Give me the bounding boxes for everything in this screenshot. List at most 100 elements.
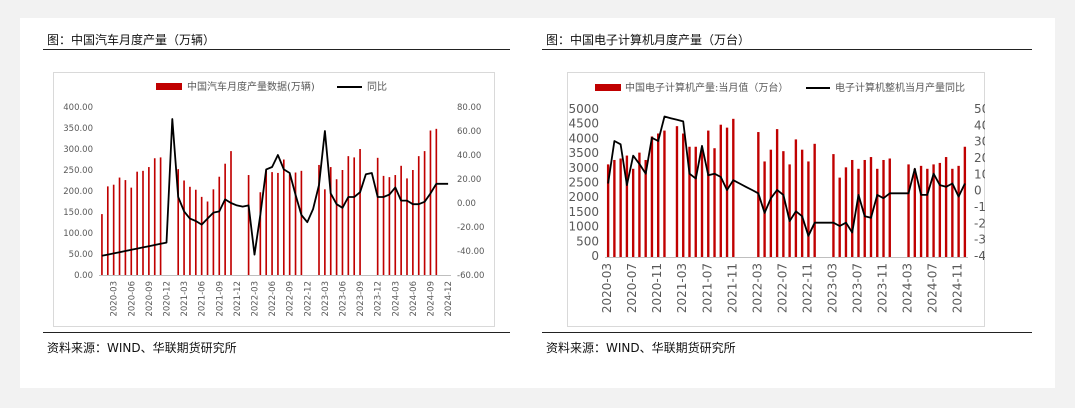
bar bbox=[347, 156, 350, 275]
y-tick-label: 4000 bbox=[568, 131, 599, 145]
x-tick-label: 2023-09 bbox=[356, 281, 366, 317]
y2-tick-label: -30 bbox=[974, 233, 985, 247]
x-tick-label: 2020-11 bbox=[650, 263, 664, 313]
y-tick-label: 1000 bbox=[568, 220, 599, 234]
legend-bar-label: 中国汽车月度产量数据(万辆) bbox=[187, 80, 315, 93]
y2-tick-label: 10 bbox=[974, 167, 985, 181]
bar bbox=[663, 130, 666, 257]
x-tick-label: 2021-11 bbox=[725, 263, 739, 313]
bar bbox=[869, 157, 873, 257]
bar bbox=[183, 180, 185, 275]
y2-tick-label: 20.00 bbox=[457, 175, 481, 185]
bar bbox=[650, 136, 654, 257]
bar bbox=[963, 146, 967, 257]
y-tick-label: 4500 bbox=[568, 117, 599, 131]
bar bbox=[807, 161, 810, 257]
divider-top-right bbox=[542, 49, 1032, 50]
bar bbox=[224, 163, 226, 275]
bar bbox=[417, 156, 420, 275]
computer-production-chart: 中国电子计算机产量:当月值（万台） 电子计算机整机当月产量同比 05001000… bbox=[567, 72, 985, 327]
bar bbox=[206, 201, 209, 275]
bar bbox=[376, 157, 379, 275]
bar bbox=[159, 157, 162, 275]
y-tick-label: 500 bbox=[576, 234, 599, 248]
y-tick-label: 150.00 bbox=[63, 208, 93, 218]
bar bbox=[394, 175, 397, 275]
x-tick-label: 2024-11 bbox=[951, 263, 965, 313]
y-tick-label: 3500 bbox=[568, 146, 599, 160]
x-tick-label: 2022-07 bbox=[775, 263, 789, 313]
y2-tick-label: 30 bbox=[974, 135, 985, 149]
y2-tick-label: 20 bbox=[974, 151, 985, 165]
bar bbox=[907, 164, 910, 257]
bar bbox=[857, 168, 860, 257]
y-tick-label: 2000 bbox=[568, 190, 599, 204]
legend-bar-label: 中国电子计算机产量:当月值（万台） bbox=[625, 81, 788, 94]
x-tick-label: 2024-09 bbox=[426, 281, 436, 317]
bar bbox=[288, 174, 291, 275]
y-tick-label: 3000 bbox=[568, 161, 599, 175]
x-tick-label: 2020-12 bbox=[162, 281, 172, 317]
bar bbox=[406, 178, 408, 275]
y-tick-label: 300.00 bbox=[63, 145, 93, 155]
bar bbox=[218, 176, 221, 275]
y2-tick-label: -20 bbox=[974, 216, 985, 230]
legend-line-label: 电子计算机整机当月产量同比 bbox=[835, 81, 965, 94]
bar bbox=[800, 149, 804, 257]
bar bbox=[769, 149, 773, 257]
yoy-line bbox=[101, 118, 449, 257]
bar bbox=[613, 159, 616, 257]
bar bbox=[353, 157, 356, 275]
x-tick-label: 2022-09 bbox=[286, 281, 296, 317]
y2-tick-label: 0.00 bbox=[457, 199, 476, 209]
y-tick-label: 5000 bbox=[568, 102, 599, 116]
bar bbox=[130, 187, 133, 275]
bar bbox=[788, 164, 791, 257]
bar bbox=[882, 159, 885, 257]
x-tick-label: 2020-06 bbox=[127, 281, 137, 317]
bar bbox=[189, 186, 191, 275]
y2-tick-label: -10 bbox=[974, 200, 985, 214]
bar bbox=[688, 146, 691, 257]
chart-title-right: 图：中国电子计算机月度产量（万台） bbox=[546, 33, 751, 47]
bar bbox=[400, 165, 402, 275]
bar bbox=[838, 177, 841, 257]
y2-tick-label: -20.00 bbox=[457, 223, 484, 233]
bar bbox=[230, 151, 232, 275]
x-tick-label: 2021-07 bbox=[700, 263, 714, 313]
bar bbox=[919, 165, 923, 257]
y-tick-label: 100.00 bbox=[63, 229, 93, 239]
bar bbox=[782, 151, 785, 257]
bar bbox=[713, 148, 716, 257]
bar bbox=[832, 154, 835, 257]
x-tick-label: 2022-12 bbox=[303, 281, 313, 317]
chart-frame bbox=[53, 72, 495, 327]
bar bbox=[329, 167, 332, 275]
y-tick-label: 400.00 bbox=[63, 103, 93, 113]
bar bbox=[682, 133, 685, 257]
y2-tick-label: 40.00 bbox=[457, 151, 481, 161]
bar bbox=[913, 168, 916, 257]
computer-plot-area: 0500100015002000250030003500400045005000… bbox=[568, 102, 985, 313]
bar bbox=[136, 171, 138, 275]
x-tick-label: 2022-06 bbox=[268, 281, 278, 317]
y2-tick-label: -40.00 bbox=[457, 247, 484, 257]
x-tick-label: 2024-12 bbox=[444, 281, 454, 317]
bar bbox=[625, 155, 629, 257]
bar bbox=[435, 128, 438, 275]
bar bbox=[277, 172, 279, 275]
x-tick-label: 2020-03 bbox=[110, 281, 120, 317]
bar bbox=[106, 186, 109, 275]
bar bbox=[423, 151, 426, 275]
bar bbox=[775, 129, 779, 257]
y-tick-label: 350.00 bbox=[63, 124, 93, 134]
bar bbox=[675, 126, 679, 257]
y-tick-label: 0 bbox=[591, 249, 599, 263]
divider-top-left bbox=[43, 49, 510, 50]
x-tick-label: 2023-03 bbox=[321, 281, 331, 317]
x-tick-label: 2023-06 bbox=[338, 281, 348, 317]
bar bbox=[876, 168, 879, 257]
y-tick-label: 250.00 bbox=[63, 166, 93, 176]
bar bbox=[606, 164, 610, 257]
y2-tick-label: 80.00 bbox=[457, 103, 481, 113]
